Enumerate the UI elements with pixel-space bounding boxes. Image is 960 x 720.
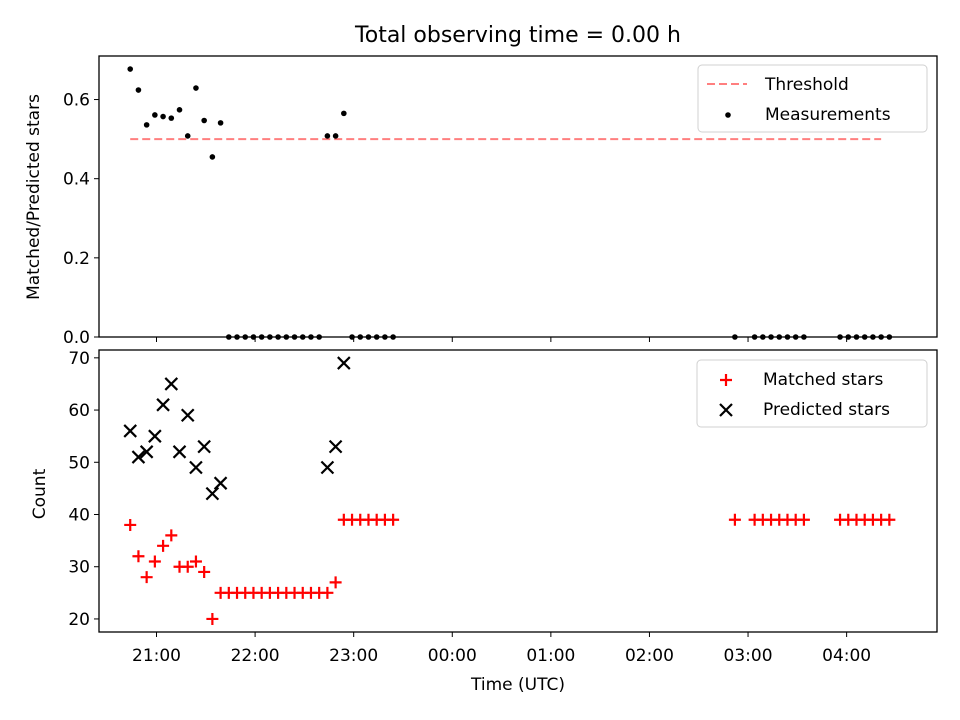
- bottom-xtick-label-4: 01:00: [526, 646, 575, 666]
- measurement-point-1: [135, 87, 142, 93]
- matched-star-point-4: [157, 539, 170, 552]
- bottom-x-axis: 21:00 22:00 23:00 00:00 01:00 02:00 03:00 04:00: [132, 632, 871, 666]
- bottom-xtick-label-5: 02:00: [625, 646, 674, 666]
- top-ytick-label-1: 0.2: [63, 249, 90, 269]
- predicted-star-point-12: [320, 460, 335, 475]
- top-ytick-label-3: 0.6: [63, 91, 90, 111]
- legend-threshold-label: Threshold: [764, 75, 849, 95]
- bottom-xtick-label-6: 03:00: [724, 646, 773, 666]
- measurement-point-8: [193, 85, 199, 91]
- bottom-plot-data: [123, 356, 896, 625]
- legend-matched-label: Matched stars: [763, 370, 883, 390]
- measurement-point-9: [201, 117, 207, 124]
- measurement-point-4: [160, 113, 166, 120]
- matched-star-point-10: [206, 612, 219, 625]
- predicted-star-point-4: [156, 398, 170, 412]
- top-legend: Threshold Measurements: [697, 64, 928, 133]
- predicted-star-point-11: [213, 476, 228, 490]
- predicted-star-point-1: [131, 450, 146, 464]
- measurement-point-6: [176, 107, 183, 113]
- matched-star-point-25: [329, 576, 342, 589]
- measurement-point-0: [127, 66, 134, 72]
- bottom-ytick-label-4: 60: [68, 401, 90, 421]
- measurement-point-11: [217, 120, 224, 126]
- legend-predicted-swatch: [719, 403, 733, 417]
- bottom-ytick-label-1: 30: [68, 558, 90, 578]
- matched-star-point-47: [883, 513, 896, 526]
- measurement-point-3: [152, 112, 158, 118]
- matched-star-point-5: [165, 529, 178, 542]
- bottom-ytick-label-2: 40: [68, 506, 90, 526]
- legend-predicted-label: Predicted stars: [763, 400, 890, 420]
- bottom-y-axis-label: Count: [30, 468, 50, 519]
- matched-star-point-33: [728, 513, 741, 526]
- measurement-point-5: [168, 115, 175, 121]
- bottom-legend: Matched stars Predicted stars: [696, 359, 928, 428]
- measurement-point-25: [332, 133, 339, 139]
- top-plot-frame: [98, 55, 938, 338]
- matched-star-point-1: [132, 550, 145, 563]
- measurement-point-26: [341, 110, 347, 117]
- predicted-star-point-7: [180, 408, 195, 423]
- bottom-ytick-label-0: 20: [68, 610, 90, 630]
- bottom-xtick-label-2: 23:00: [329, 646, 378, 666]
- measurement-point-24: [324, 133, 331, 139]
- top-ytick-label-2: 0.4: [63, 170, 90, 190]
- top-plot: 0.0 0.2 0.4 0.6 Matched/Predicted stars Thr…: [24, 55, 938, 348]
- bottom-legend-box: [696, 359, 928, 428]
- legend-measurements-label: Measurements: [765, 105, 891, 125]
- predicted-star-point-9: [197, 439, 211, 454]
- predicted-star-point-5: [164, 377, 179, 391]
- bottom-plot: 20 30 40 50 60 70 21:00 22:00 23:00 00:00 01:00 02…: [30, 349, 938, 695]
- predicted-star-point-8: [189, 460, 203, 475]
- top-y-axis-label: Matched/Predicted stars: [24, 94, 44, 300]
- predicted-star-point-10: [205, 486, 220, 501]
- measurement-point-7: [184, 133, 191, 139]
- matched-star-point-0: [124, 518, 137, 531]
- predicted-star-point-13: [328, 439, 343, 454]
- matched-star-point-7: [181, 560, 194, 573]
- bottom-x-axis-label: Time (UTC): [470, 675, 565, 695]
- legend-measurements-swatch: [725, 112, 731, 118]
- bottom-ytick-label-5: 70: [68, 349, 90, 369]
- measurement-point-10: [209, 154, 216, 160]
- predicted-star-point-2: [139, 445, 154, 459]
- matched-star-point-24: [321, 586, 334, 599]
- matched-star-point-8: [189, 555, 202, 568]
- top-legend-box: [697, 64, 928, 133]
- top-y-axis: 0.0 0.2 0.4 0.6: [63, 91, 99, 348]
- top-x-ticks: [156, 337, 848, 342]
- top-ytick-label-0: 0.0: [63, 328, 90, 348]
- predicted-star-point-0: [123, 424, 137, 438]
- matched-star-point-2: [140, 571, 153, 584]
- figure-title: Total observing time = 0.00 h: [354, 23, 681, 48]
- bottom-xtick-label-3: 00:00: [428, 646, 477, 666]
- matched-star-point-32: [387, 513, 400, 526]
- bottom-plot-frame: [98, 349, 938, 633]
- matched-star-point-9: [198, 565, 211, 578]
- predicted-star-point-6: [172, 445, 187, 459]
- bottom-ytick-label-3: 50: [68, 453, 90, 473]
- matched-star-point-40: [797, 513, 810, 526]
- matched-star-point-3: [148, 555, 161, 568]
- legend-matched-swatch: [720, 374, 732, 386]
- bottom-xtick-label-7: 04:00: [822, 646, 871, 666]
- predicted-star-point-3: [148, 429, 162, 443]
- bottom-xtick-label-1: 22:00: [231, 646, 280, 666]
- predicted-star-point-14: [337, 356, 351, 370]
- bottom-xtick-label-0: 21:00: [132, 646, 181, 666]
- bottom-y-axis: 20 30 40 50 60 70: [68, 349, 99, 630]
- measurement-point-2: [143, 122, 150, 128]
